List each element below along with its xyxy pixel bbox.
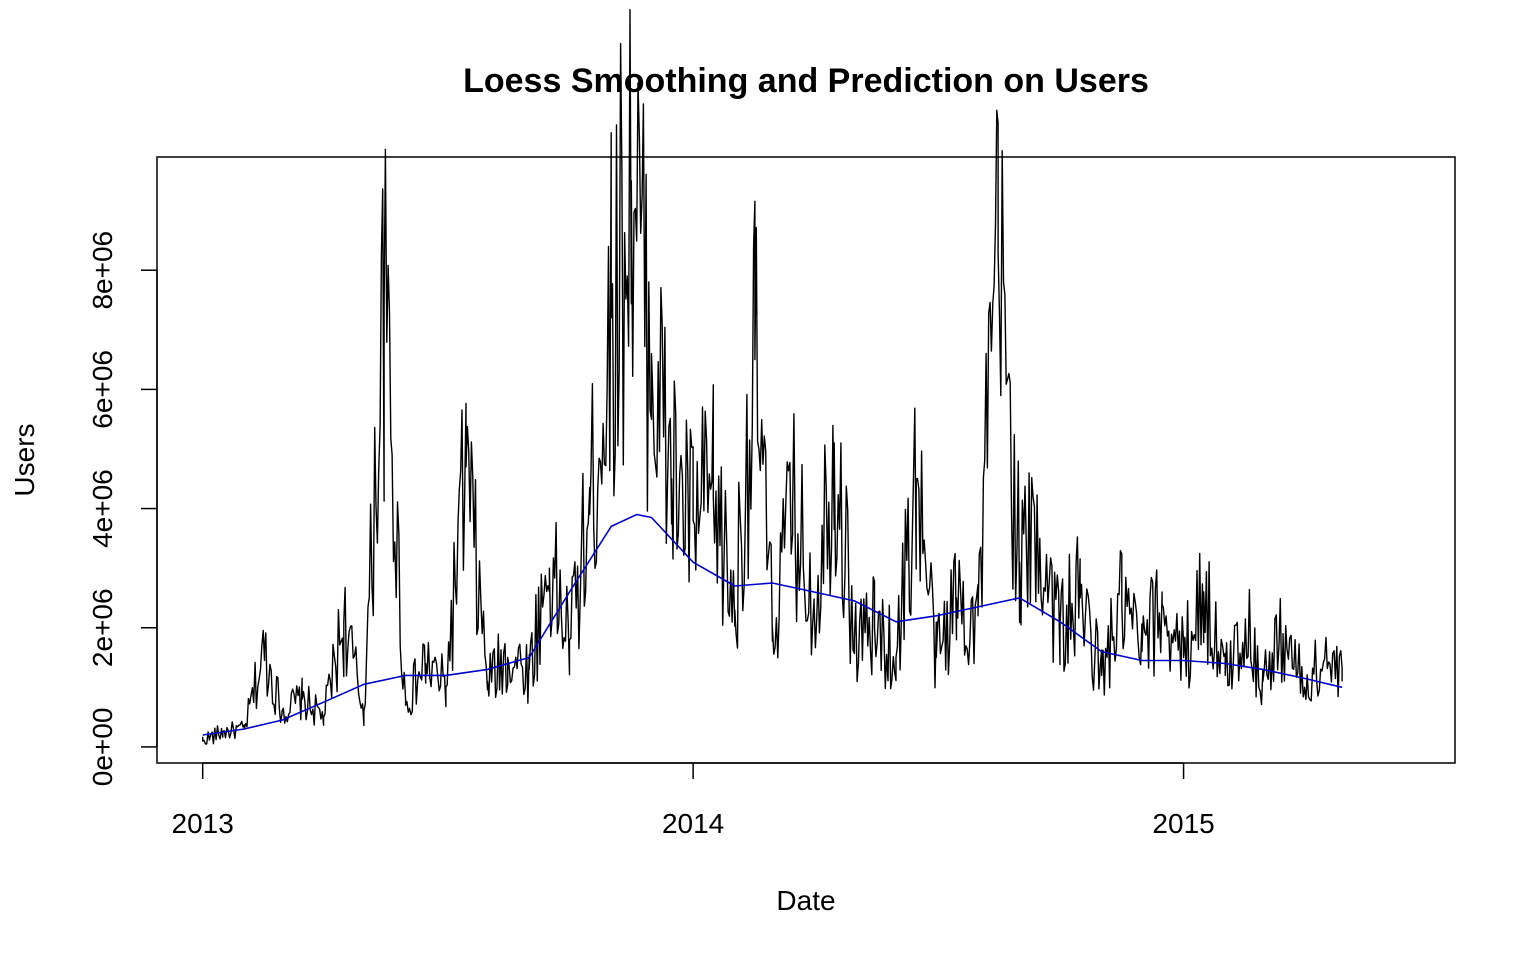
y-tick-label: 0e+00: [87, 708, 118, 787]
plot-frame: [156, 156, 1456, 764]
x-tick-label: 2015: [1152, 808, 1214, 839]
x-tick-label: 2013: [172, 808, 234, 839]
y-tick-label: 6e+06: [87, 350, 118, 429]
series-line-smooth: [202, 513, 1343, 736]
y-axis: 0e+00 2e+06 4e+06 6e+06 8e+06: [87, 231, 158, 787]
x-axis: 2013 2014 2015: [172, 762, 1215, 839]
x-tick-label: 2014: [662, 808, 724, 839]
y-tick-label: 2e+06: [87, 588, 118, 667]
chart-title: Loess Smoothing and Prediction on Users: [463, 62, 1149, 100]
series-layer: [201, 8, 1343, 745]
y-axis-label: Users: [9, 423, 40, 496]
y-tick-label: 4e+06: [87, 469, 118, 548]
series-line-raw: [201, 8, 1343, 745]
x-axis-label: Date: [776, 885, 835, 916]
y-tick-label: 8e+06: [87, 231, 118, 310]
